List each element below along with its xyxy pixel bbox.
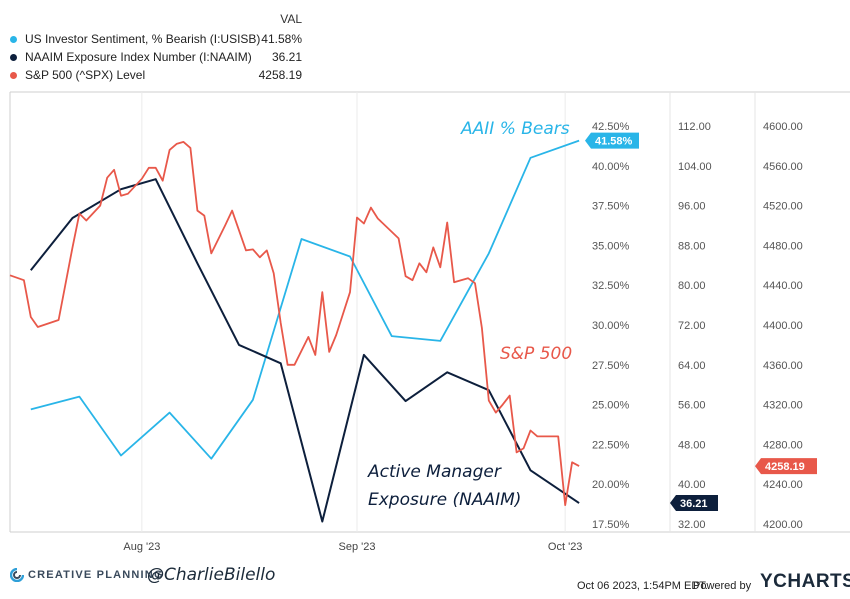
timestamp: Oct 06 2023, 1:54PM EDT. <box>577 580 708 592</box>
spx-tick-label: 4560.00 <box>763 161 803 173</box>
author-handle: @CharlieBilello <box>147 565 276 585</box>
gridlines <box>9 91 850 533</box>
bearish-tick-label: 17.50% <box>592 519 630 531</box>
naaim-dot-icon <box>10 53 17 61</box>
spx-tick-label: 4280.00 <box>763 439 803 451</box>
spx-tick-label: 4440.00 <box>763 280 803 292</box>
naaim-tick-label: 56.00 <box>678 400 706 412</box>
naaim-tick-label: 104.00 <box>678 161 712 173</box>
x-tick-label: Aug '23 <box>123 541 160 553</box>
legend-value: 4258.19 <box>258 68 302 82</box>
bearish-tick-label: 20.00% <box>592 479 630 491</box>
naaim-annotation-line2: Exposure (NAAIM) <box>368 490 521 510</box>
spx-tick-label: 4320.00 <box>763 400 803 412</box>
creative-planning-logo: CREATIVE PLANNING <box>10 568 164 582</box>
annotations-group: 41.58% 36.21 4258.19 AAII % Bears S&P 500 Act… <box>367 119 817 512</box>
spx-tick-label: 4240.00 <box>763 479 803 491</box>
series-group <box>9 139 580 523</box>
series-line-naaim <box>30 178 580 523</box>
naaim-tick-label: 72.00 <box>678 320 706 332</box>
bearish-tick-label: 22.50% <box>592 439 630 451</box>
series-line-spx <box>9 141 580 506</box>
legend-label: US Investor Sentiment, % Bearish (I:USIS… <box>25 32 261 46</box>
logo-text: CREATIVE PLANNING <box>28 569 164 581</box>
x-tick-label: Oct '23 <box>548 541 583 553</box>
legend-item-spx[interactable]: S&P 500 (^SPX) Level 4258.19 <box>10 66 302 84</box>
bearish-tick-label: 37.50% <box>592 201 630 213</box>
x-tick-label: Sep '23 <box>339 541 376 553</box>
bearish-tick-label: 35.00% <box>592 240 630 252</box>
chart[interactable]: Aug '23 Sep '23 Oct '23 42.50% 40.00% 37.50% 3… <box>0 0 850 560</box>
aaii-annotation: AAII % Bears <box>460 119 570 139</box>
naaim-tick-label: 40.00 <box>678 479 706 491</box>
legend-item-naaim[interactable]: NAAIM Exposure Index Number (I:NAAIM) 36… <box>10 48 302 66</box>
legend-value: 41.58% <box>261 32 302 46</box>
bearish-dot-icon <box>10 35 17 43</box>
naaim-annotation-line1: Active Manager <box>367 462 502 482</box>
spx-end-label: 4258.19 <box>765 461 805 473</box>
legend-item-bearish[interactable]: US Investor Sentiment, % Bearish (I:USIS… <box>10 30 302 48</box>
series-line-bearish <box>30 139 580 460</box>
spx-tick-label: 4400.00 <box>763 320 803 332</box>
bearish-tick-label: 42.50% <box>592 121 630 133</box>
powered-by: Powered by <box>693 580 752 592</box>
logo-mark-icon <box>10 568 24 582</box>
bearish-tick-label: 25.00% <box>592 400 630 412</box>
naaim-end-tag <box>670 495 718 512</box>
bearish-tick-label: 30.00% <box>592 320 630 332</box>
legend: VAL US Investor Sentiment, % Bearish (I:… <box>10 12 302 84</box>
naaim-tick-label: 80.00 <box>678 280 706 292</box>
bearish-end-tag <box>585 132 639 149</box>
legend-value: 36.21 <box>271 50 302 64</box>
legend-label: NAAIM Exposure Index Number (I:NAAIM) <box>25 50 252 64</box>
spx-tick-label: 4600.00 <box>763 121 803 133</box>
axes-group: Aug '23 Sep '23 Oct '23 42.50% 40.00% 37.50% 3… <box>123 121 802 553</box>
naaim-tick-label: 48.00 <box>678 439 706 451</box>
naaim-end-label: 36.21 <box>680 498 708 510</box>
legend-header: VAL <box>280 12 302 26</box>
ycharts-logo[interactable]: YCHARTS <box>760 571 850 592</box>
footer: CREATIVE PLANNING @CharlieBilello Oct 06… <box>0 560 850 599</box>
spx-end-tag <box>755 458 817 475</box>
naaim-tick-label: 96.00 <box>678 201 706 213</box>
spx-tick-label: 4200.00 <box>763 519 803 531</box>
naaim-tick-label: 88.00 <box>678 240 706 252</box>
bearish-tick-label: 32.50% <box>592 280 630 292</box>
naaim-tick-label: 112.00 <box>678 121 711 133</box>
naaim-tick-label: 32.00 <box>678 519 706 531</box>
bearish-tick-label: 27.50% <box>592 360 630 372</box>
naaim-tick-label: 64.00 <box>678 360 706 372</box>
spx-tick-label: 4480.00 <box>763 240 803 252</box>
spx-dot-icon <box>10 71 17 79</box>
bearish-tick-label: 40.00% <box>592 161 630 173</box>
spx-tick-label: 4520.00 <box>763 201 803 213</box>
spx-tick-label: 4360.00 <box>763 360 803 372</box>
spx-annotation: S&P 500 <box>500 344 572 364</box>
bearish-end-label: 41.58% <box>595 136 633 148</box>
legend-label: S&P 500 (^SPX) Level <box>25 68 146 82</box>
